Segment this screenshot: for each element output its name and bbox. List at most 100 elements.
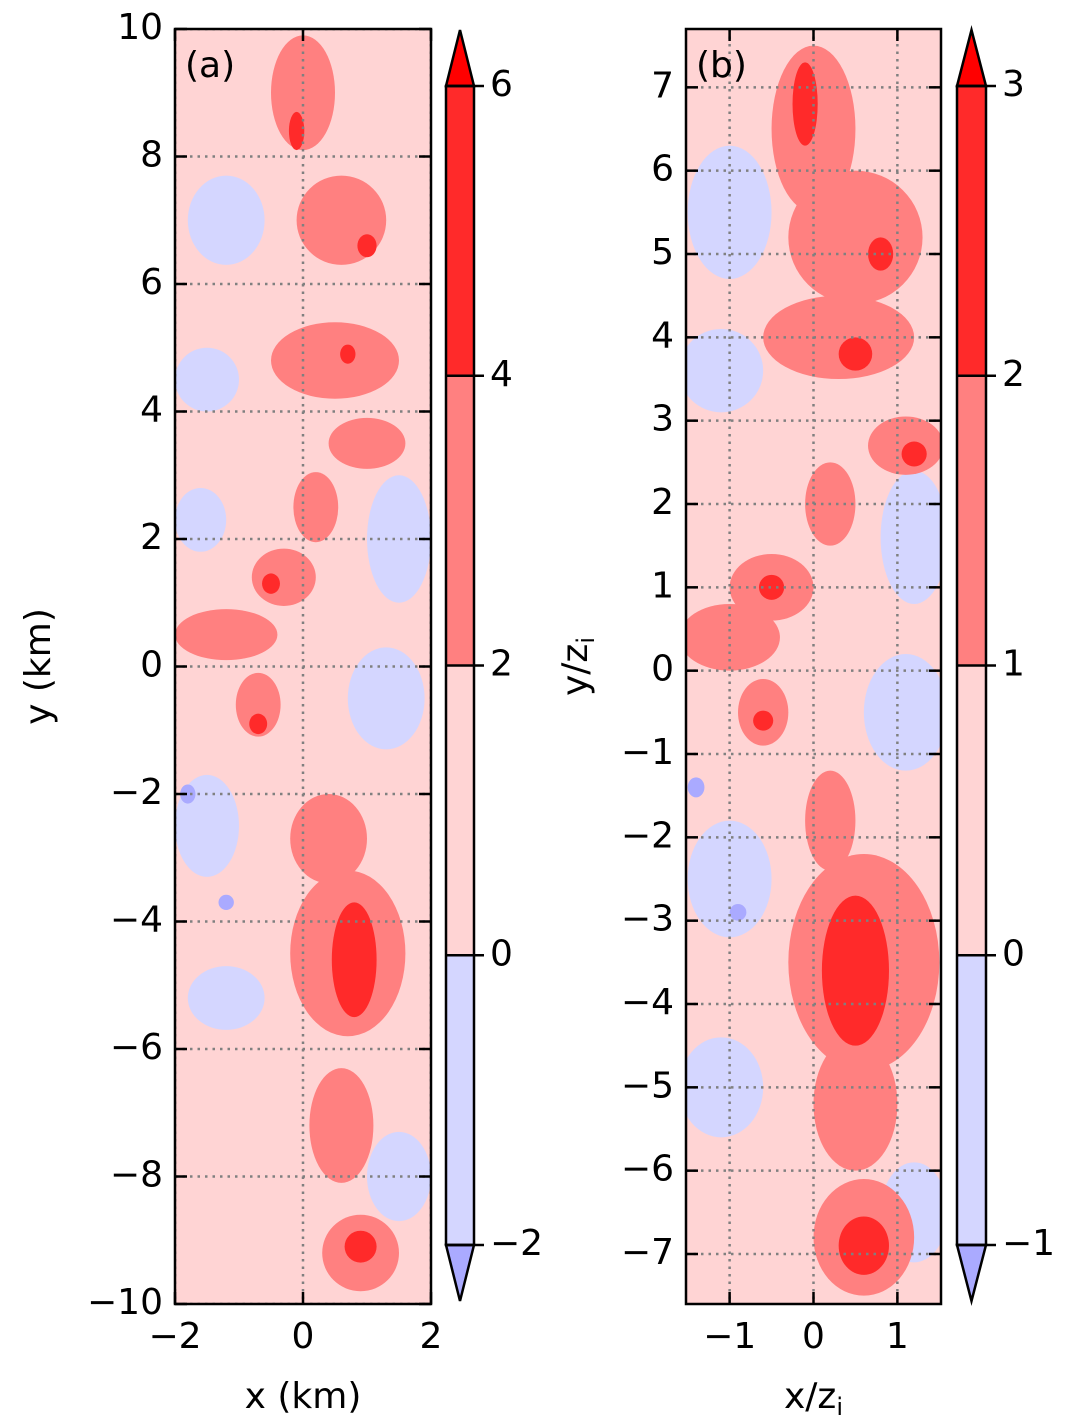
contour-region bbox=[175, 488, 227, 552]
colorbar-under-extension bbox=[955, 1243, 988, 1306]
panel-label: (b) bbox=[696, 45, 747, 86]
y-tick-label: −3 bbox=[621, 899, 674, 940]
colorbar-under-extension bbox=[444, 1243, 476, 1302]
colorbar-over-extension bbox=[955, 25, 988, 88]
x-tick-label: −2 bbox=[148, 1316, 201, 1357]
y-tick-label: 1 bbox=[651, 565, 674, 606]
y-tick-label: −7 bbox=[621, 1232, 674, 1273]
x-tick-label: 0 bbox=[292, 1316, 315, 1357]
x-axis-label: x (km) bbox=[245, 1376, 362, 1417]
contour-region bbox=[729, 904, 747, 921]
colorbar-band bbox=[957, 375, 986, 666]
contour-region bbox=[687, 777, 705, 798]
contour-region bbox=[175, 347, 239, 412]
y-tick-label: −4 bbox=[621, 982, 674, 1023]
contour-region bbox=[753, 710, 774, 731]
contour-region bbox=[262, 573, 280, 594]
contour-region bbox=[880, 470, 941, 604]
colorbar-band bbox=[446, 665, 474, 956]
colorbar-tick-label: 2 bbox=[1002, 354, 1025, 395]
grid bbox=[175, 29, 431, 1304]
contour-region bbox=[901, 441, 927, 467]
y-tick-label: −4 bbox=[110, 900, 163, 941]
contour-region bbox=[868, 237, 894, 271]
x-axis-label: x/zi bbox=[784, 1376, 843, 1421]
colorbar-tick-label: 4 bbox=[490, 354, 513, 395]
contour-region bbox=[838, 1216, 889, 1275]
y-tick-label: 2 bbox=[140, 517, 163, 558]
y-tick-label: 4 bbox=[140, 390, 163, 431]
contour-region bbox=[235, 672, 281, 737]
contour-region bbox=[187, 175, 265, 265]
y-tick-label: −2 bbox=[621, 815, 674, 856]
contour-region bbox=[357, 234, 377, 258]
colorbar-tick-label: 1 bbox=[1002, 644, 1025, 685]
colorbar: −2 0 2 4 6 bbox=[444, 29, 543, 1302]
contour-region bbox=[271, 322, 399, 399]
contour-region bbox=[293, 472, 339, 543]
y-tick-label: −10 bbox=[87, 1282, 163, 1323]
x-tick-label: 0 bbox=[802, 1316, 825, 1357]
y-tick-label: 8 bbox=[140, 135, 163, 176]
y-tick-label: −5 bbox=[621, 1065, 674, 1106]
contour-region bbox=[218, 894, 234, 911]
colorbar-tick-label: 0 bbox=[1002, 933, 1025, 974]
contour-region bbox=[863, 654, 941, 771]
y-tick-label: 5 bbox=[651, 232, 674, 273]
colorbar-band bbox=[957, 86, 986, 376]
y-tick-label: 2 bbox=[651, 482, 674, 523]
contour-region bbox=[175, 609, 278, 661]
contour-region bbox=[792, 62, 818, 146]
contour-region bbox=[821, 895, 889, 1046]
colorbar-tick-label: −2 bbox=[490, 1223, 543, 1264]
colorbar-tick-label: 2 bbox=[490, 644, 513, 685]
y-tick-label: 3 bbox=[651, 399, 674, 440]
contour-region bbox=[758, 574, 785, 600]
y-tick-label: 0 bbox=[140, 645, 163, 686]
panel-b: −1 0 1 −7 −6 −5 −4 −3 −2 −1 0 1 2 3 4 5 6 7 (b) x/zi y/zi −1 0… bbox=[555, 25, 1055, 1421]
contour-region bbox=[187, 966, 265, 1030]
x-tick-label: 1 bbox=[886, 1316, 909, 1357]
colorbar-tick-label: −1 bbox=[1002, 1223, 1055, 1264]
contour-region bbox=[347, 647, 425, 750]
contour-region bbox=[838, 337, 873, 371]
contour-region bbox=[331, 902, 377, 1018]
y-tick-label: 6 bbox=[651, 149, 674, 190]
contour-region bbox=[805, 770, 856, 871]
colorbar-tick-label: 6 bbox=[490, 64, 513, 105]
contour-region bbox=[686, 604, 780, 671]
grid bbox=[686, 29, 941, 1304]
colorbar-band bbox=[446, 955, 474, 1245]
x-tick-label: −1 bbox=[703, 1316, 756, 1357]
contour-region bbox=[271, 35, 335, 151]
contour-region bbox=[180, 784, 196, 804]
y-tick-label: −2 bbox=[110, 772, 163, 813]
panel-a: −2 0 2 −10 −8 −6 −4 −2 0 2 4 6 8 10 (a) x (km) y (km) −2 0… bbox=[18, 7, 543, 1417]
contour-region bbox=[340, 344, 356, 364]
contour-region bbox=[290, 794, 367, 884]
contour-region bbox=[249, 713, 268, 735]
y-axis-label: y (km) bbox=[18, 608, 59, 725]
contour-region bbox=[788, 170, 923, 304]
y-tick-label: 7 bbox=[651, 65, 674, 106]
contour-region bbox=[813, 1037, 898, 1171]
colorbar: −1 0 1 2 3 bbox=[955, 25, 1055, 1306]
colorbar-tick-label: 0 bbox=[490, 933, 513, 974]
contour-region bbox=[344, 1230, 377, 1263]
contour-region bbox=[686, 329, 764, 413]
y-tick-label: 10 bbox=[117, 7, 163, 48]
colorbar-band bbox=[446, 86, 474, 376]
y-tick-label: −6 bbox=[110, 1027, 163, 1068]
contour-region bbox=[687, 145, 772, 279]
y-tick-label: 0 bbox=[651, 649, 674, 690]
y-tick-label: −8 bbox=[110, 1155, 163, 1196]
contour-field bbox=[175, 35, 431, 1292]
panel-label: (a) bbox=[185, 45, 235, 86]
contour-region bbox=[328, 417, 406, 469]
y-tick-label: 6 bbox=[140, 262, 163, 303]
y-tick-label: 4 bbox=[651, 315, 674, 356]
colorbar-band bbox=[446, 375, 474, 666]
y-axis-label: y/zi bbox=[555, 637, 600, 696]
contour-region bbox=[251, 548, 316, 606]
contour-region bbox=[288, 111, 305, 151]
